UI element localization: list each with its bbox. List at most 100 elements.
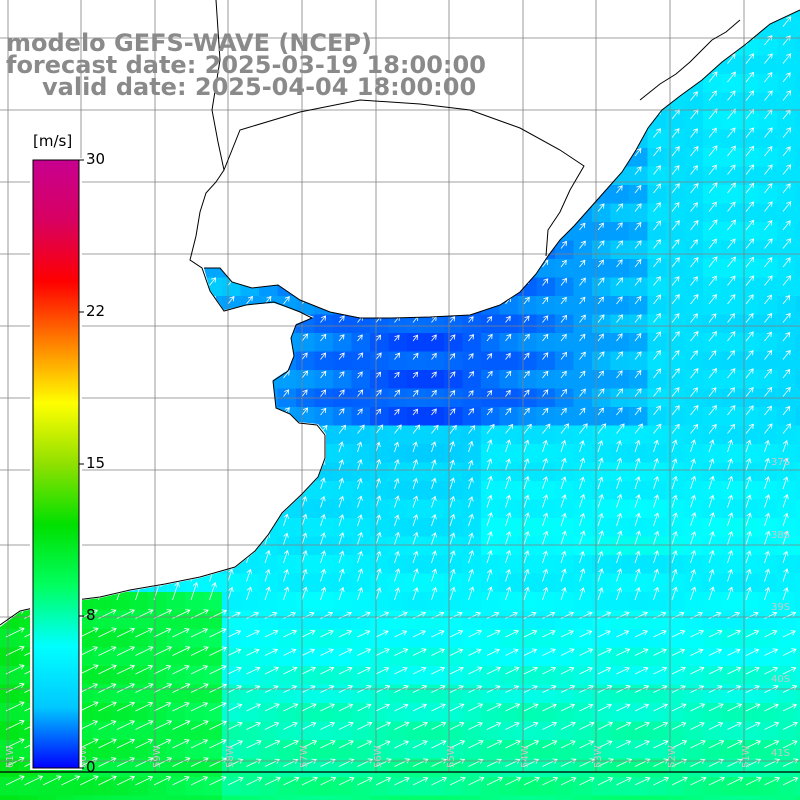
wind-arrow xyxy=(745,182,755,194)
wind-arrow xyxy=(412,334,419,342)
wind-arrow xyxy=(671,439,678,453)
wind-cell xyxy=(388,721,408,741)
wind-arrow xyxy=(727,494,734,508)
wind-cell xyxy=(92,758,112,778)
wind-arrow xyxy=(449,242,456,249)
wind-arrow xyxy=(690,165,698,175)
wind-cell xyxy=(203,629,223,649)
wind-cell xyxy=(111,444,131,464)
wind-cell xyxy=(684,444,704,464)
wind-cell xyxy=(370,222,390,242)
wind-cell xyxy=(666,129,686,149)
wind-arrow xyxy=(375,371,382,379)
wind-arrow xyxy=(394,352,401,360)
wind-cell xyxy=(185,795,205,800)
wind-cell xyxy=(351,185,371,205)
wind-arrow xyxy=(375,458,382,471)
wind-cell xyxy=(592,555,612,575)
wind-cell xyxy=(721,721,741,741)
wind-arrow xyxy=(468,223,475,231)
wind-cell xyxy=(111,629,131,649)
wind-arrow xyxy=(597,92,605,101)
wind-arrow xyxy=(116,738,136,749)
wind-cell xyxy=(0,499,20,519)
wind-cell xyxy=(74,777,94,797)
wind-cell xyxy=(666,222,686,242)
wind-arrow xyxy=(98,683,117,693)
wind-cell xyxy=(222,666,242,686)
wind-arrow xyxy=(616,530,623,545)
wind-arrow xyxy=(412,777,429,786)
wind-cell xyxy=(388,259,408,279)
wind-arrow xyxy=(542,167,549,175)
wind-arrow xyxy=(542,630,556,638)
wind-arrow xyxy=(708,127,717,138)
wind-cell xyxy=(259,795,279,800)
wind-arrow xyxy=(302,1,308,8)
wind-arrow xyxy=(284,1,290,8)
wind-arrow xyxy=(301,440,307,453)
wind-arrow xyxy=(745,127,755,138)
wind-arrow xyxy=(264,477,271,490)
wind-cell xyxy=(610,314,630,334)
wind-cell xyxy=(129,666,149,686)
wind-arrow xyxy=(782,220,791,231)
wind-cell xyxy=(758,740,778,760)
wind-cell xyxy=(425,555,445,575)
wind-arrow xyxy=(153,739,172,749)
wind-arrow xyxy=(579,222,586,231)
wind-arrow xyxy=(560,703,576,712)
wind-cell xyxy=(314,573,334,593)
wind-arrow xyxy=(634,406,642,416)
wind-arrow xyxy=(782,312,791,323)
wind-arrow xyxy=(727,331,736,342)
wind-cell xyxy=(684,740,704,760)
wind-arrow xyxy=(172,702,190,712)
wind-arrow xyxy=(24,477,30,490)
wind-arrow xyxy=(375,514,382,527)
wind-arrow xyxy=(616,758,633,767)
wind-arrow xyxy=(468,316,474,323)
wind-arrow xyxy=(690,439,696,453)
wind-cell xyxy=(444,592,464,612)
wind-cell xyxy=(444,240,464,260)
wind-arrow xyxy=(338,758,355,767)
wind-cell xyxy=(203,795,223,800)
wind-cell xyxy=(314,203,334,223)
wind-cell xyxy=(277,462,297,482)
wind-arrow xyxy=(486,205,493,212)
wind-arrow xyxy=(597,185,604,194)
wind-arrow xyxy=(320,666,335,675)
wind-cell xyxy=(222,721,242,741)
wind-cell xyxy=(0,703,20,723)
wind-arrow xyxy=(301,666,316,675)
wind-cell xyxy=(92,166,112,186)
wind-arrow xyxy=(283,333,290,342)
wind-cell xyxy=(703,351,723,371)
wind-cell xyxy=(795,10,800,20)
wind-arrow xyxy=(338,776,355,786)
wind-cell xyxy=(795,499,800,519)
wind-arrow xyxy=(634,550,641,564)
wind-cell xyxy=(758,536,778,556)
wind-cell xyxy=(777,37,797,57)
wind-cell xyxy=(684,795,704,800)
wind-cell xyxy=(462,407,482,427)
wind-arrow xyxy=(523,666,538,675)
wind-cell xyxy=(370,259,390,279)
wind-arrow xyxy=(190,313,198,323)
wind-cell xyxy=(758,10,778,20)
wind-arrow xyxy=(449,38,456,46)
wind-cell xyxy=(647,10,667,20)
wind-arrow xyxy=(523,315,530,323)
wind-cell xyxy=(240,740,260,760)
wind-arrow xyxy=(173,1,179,8)
wind-cell xyxy=(111,314,131,334)
wind-cell xyxy=(518,18,538,38)
wind-arrow xyxy=(745,721,761,730)
wind-arrow xyxy=(690,35,699,46)
wind-cell xyxy=(740,721,760,741)
wind-arrow xyxy=(579,92,586,101)
wind-arrow xyxy=(690,531,697,545)
wind-arrow xyxy=(246,703,262,712)
